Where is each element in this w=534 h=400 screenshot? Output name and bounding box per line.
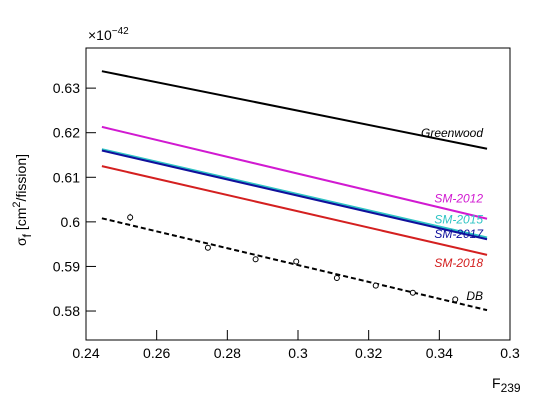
mult-base: ×10	[88, 27, 112, 43]
y-tick-label: 0.61	[53, 169, 80, 185]
series-line	[101, 70, 488, 150]
y-tick-label: 0.62	[53, 125, 80, 141]
x-tick-label: 0.3	[288, 345, 308, 361]
y-multiplier: ×10−42	[88, 26, 129, 43]
data-point	[333, 275, 340, 282]
data-point	[252, 256, 259, 263]
y-label-part: σ	[13, 237, 29, 246]
series-line	[101, 148, 488, 239]
y-tick-label: 0.58	[53, 303, 80, 319]
x-axis-label: F239	[492, 375, 521, 395]
data-point	[452, 296, 459, 303]
y-axis-label: σf [cm2/fission]	[11, 154, 34, 246]
y-tick-label: 0.59	[53, 258, 80, 274]
data-point	[293, 258, 300, 265]
x-tick-label: 0.26	[143, 345, 170, 361]
x-tick-label: 0.24	[72, 345, 99, 361]
mult-exp: −42	[112, 26, 129, 37]
data-point	[127, 214, 134, 221]
x-tick-label: 0.32	[355, 345, 382, 361]
x-tick-label: 0.3	[500, 345, 520, 361]
series-label: SM-2015	[434, 212, 483, 226]
x-tick-label: 0.28	[214, 345, 241, 361]
y-tick-label: 0.63	[53, 80, 80, 96]
y-tick-label: 0.6	[61, 214, 81, 230]
series-line	[101, 217, 488, 312]
y-label-part: 2	[11, 201, 23, 207]
series-line	[101, 125, 488, 220]
series-label: SM-2017	[434, 227, 484, 241]
x-label-part: F	[492, 375, 501, 391]
series-line	[101, 149, 488, 241]
series-line	[101, 165, 488, 256]
y-label-part: /fission]	[13, 154, 29, 201]
data-point	[372, 282, 379, 289]
y-label-part: [cm	[13, 208, 29, 234]
x-tick-label: 0.34	[426, 345, 453, 361]
series-label: SM-2018	[434, 256, 483, 270]
x-label-part: 239	[501, 381, 521, 395]
series-label: SM-2012	[434, 192, 483, 206]
series-label: DB	[466, 289, 483, 303]
series-label: Greenwood	[421, 126, 483, 140]
data-point	[409, 289, 416, 296]
data-point	[204, 244, 211, 251]
y-label-part: f	[20, 233, 34, 237]
